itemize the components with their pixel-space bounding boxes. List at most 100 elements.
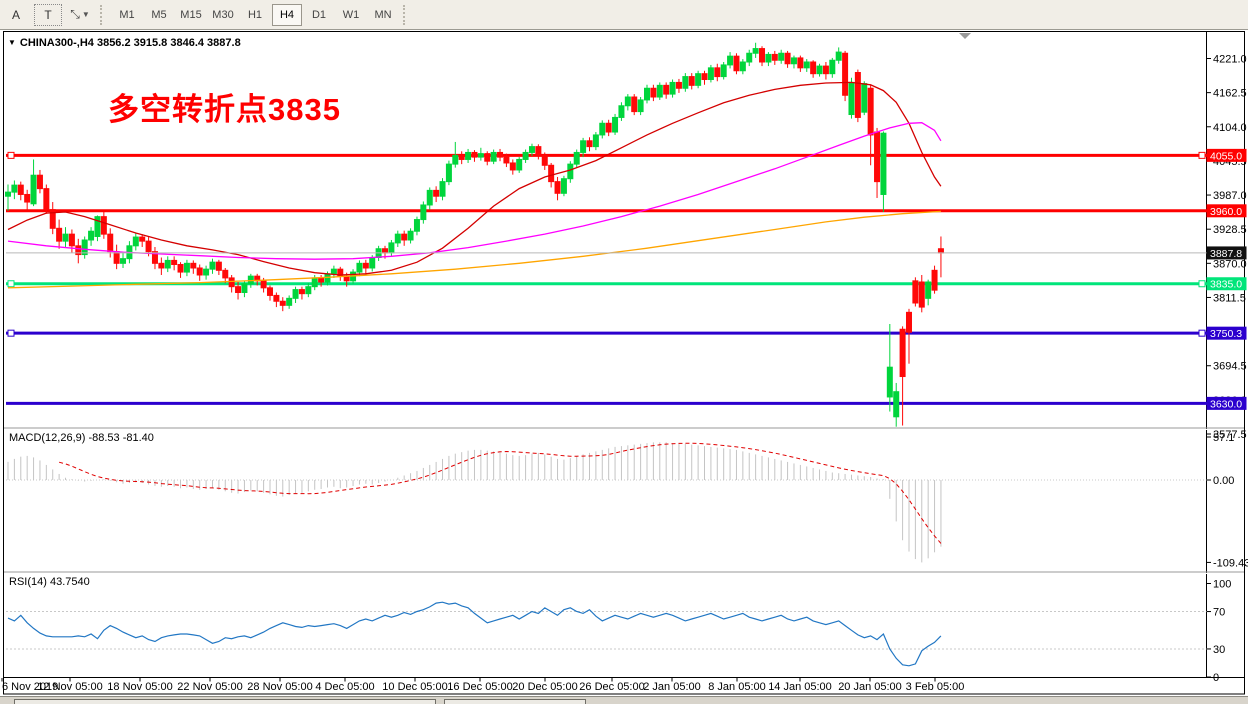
price-badge-label: 3835.0	[1210, 279, 1242, 291]
candle-bear	[675, 81, 682, 89]
price-badge-label: 4055.0	[1210, 150, 1242, 162]
price-badge	[1206, 204, 1247, 218]
timeframe-h4-button[interactable]: H4	[272, 3, 302, 26]
candle-bull	[394, 233, 401, 244]
candle-bear	[298, 289, 305, 295]
hline-handle[interactable]	[1198, 151, 1206, 159]
text-label-tool-button[interactable]: T	[34, 3, 62, 26]
candle-bear	[318, 277, 325, 283]
chart-text-annotation[interactable]: 多空转折点3835	[108, 92, 341, 127]
timeframe-d1-button[interactable]: D1	[311, 8, 327, 21]
price-tick-label: 4162.5	[1213, 88, 1247, 100]
timeframe-m15-button[interactable]: M15	[180, 8, 202, 21]
candle-bull	[477, 153, 484, 158]
chart-tab-bar[interactable]	[0, 696, 1248, 704]
hline-handle[interactable]	[7, 151, 15, 159]
candle-bear	[605, 122, 612, 133]
candle-bear	[918, 281, 925, 308]
price-tick-label: 3577.5	[1213, 429, 1247, 441]
price-tick-label: 3811.5	[1213, 292, 1246, 304]
chart-ohlc-values: 3856.2 3915.8 3846.4 3887.8	[96, 37, 241, 49]
time-tick-label: 6 Nov 2019	[2, 681, 58, 693]
hline-handle[interactable]	[7, 329, 15, 337]
timeframe-w1-button[interactable]: W1	[342, 8, 360, 21]
candle-bull	[790, 57, 797, 65]
candle-bull	[420, 204, 427, 221]
candle-bear	[535, 146, 542, 156]
candle-bull	[612, 116, 619, 133]
rsi-scale-label: 70	[1213, 607, 1225, 619]
candle-bear	[663, 84, 670, 95]
candle-bear	[75, 245, 82, 256]
candle-bear	[484, 153, 491, 162]
ma-magenta	[7, 122, 942, 260]
macd-scale-label: -109.43	[1213, 557, 1248, 569]
chart-shift-marker-icon	[959, 33, 971, 39]
styles-tool-button[interactable]: ⤡ ▼	[66, 4, 94, 26]
ma-orange	[7, 210, 941, 289]
candle-bear	[509, 162, 516, 171]
candle-bull	[727, 55, 734, 66]
candle-bear	[842, 52, 849, 96]
toolbar-grip[interactable]	[100, 4, 107, 25]
toolbar-grip-2[interactable]	[403, 4, 410, 25]
candle-bull	[599, 122, 606, 136]
price-tick-label: 3870.0	[1213, 258, 1247, 270]
candle-bear	[279, 300, 286, 306]
price-tick-label: 4221.0	[1213, 54, 1247, 66]
candle-bear	[688, 76, 695, 86]
time-tick-label: 8 Jan 05:00	[708, 681, 766, 693]
timeframe-m1-button[interactable]: M1	[119, 8, 135, 21]
timeframe-m5-button[interactable]: M5	[151, 8, 167, 21]
time-tick-label: 4 Dec 05:00	[315, 681, 374, 693]
candle-bull	[132, 236, 139, 247]
chart-tab[interactable]	[444, 699, 586, 704]
timeframe-h1-button[interactable]: H1	[247, 8, 263, 21]
candle-bear	[196, 267, 203, 276]
hline-handle[interactable]	[1198, 329, 1206, 337]
candle-bear	[139, 236, 146, 242]
candle-bear	[701, 73, 708, 81]
rsi-scale-label: 30	[1213, 644, 1225, 656]
hline-handle[interactable]	[1198, 280, 1206, 288]
candle-bull	[707, 67, 714, 81]
hline-handle[interactable]	[7, 280, 15, 288]
symbol-dropdown-icon[interactable]: ▼	[8, 38, 16, 47]
candle-bull	[356, 262, 363, 273]
macd-signal-line	[58, 442, 942, 544]
candle-bear	[177, 263, 184, 273]
candle-bull	[739, 61, 746, 72]
candle-bear	[784, 52, 791, 65]
time-tick-label: 20 Jan 05:00	[838, 681, 902, 693]
candle-bear	[905, 311, 912, 333]
candle-bull	[330, 268, 337, 275]
candle-bear	[100, 216, 107, 235]
candle-bull	[120, 258, 127, 264]
candle-bear	[171, 259, 178, 265]
timeframe-mn-button[interactable]: MN	[374, 8, 392, 21]
candle-bull	[413, 219, 420, 232]
price-badge	[1206, 326, 1247, 340]
candle-bear	[145, 240, 152, 253]
candle-bear	[458, 154, 465, 160]
candle-bear	[867, 87, 874, 136]
price-badge-label: 3960.0	[1210, 206, 1242, 218]
candle-bull	[829, 59, 836, 75]
time-tick-label: 3 Feb 05:00	[906, 681, 965, 693]
timeframe-group: M1 M5 M15 M30 H1 H4 D1 W1 MN	[111, 3, 399, 26]
candle-bear	[24, 193, 31, 203]
chart-tab[interactable]	[14, 699, 436, 704]
candle-bull	[452, 154, 459, 165]
macd-indicator-label: MACD(12,26,9) -88.53 -81.40	[9, 432, 154, 444]
text-annotation-tool-button[interactable]: A	[11, 7, 20, 22]
candle-bear	[937, 248, 944, 254]
price-badge-label: 3750.3	[1210, 328, 1242, 340]
timeframe-m30-button[interactable]: M30	[212, 8, 234, 21]
candle-bull	[465, 151, 472, 160]
candle-bull	[369, 256, 376, 269]
candle-bear	[854, 72, 861, 118]
candle-bull	[5, 191, 11, 197]
time-tick-label: 10 Dec 05:00	[382, 681, 447, 693]
candle-bear	[548, 164, 555, 183]
